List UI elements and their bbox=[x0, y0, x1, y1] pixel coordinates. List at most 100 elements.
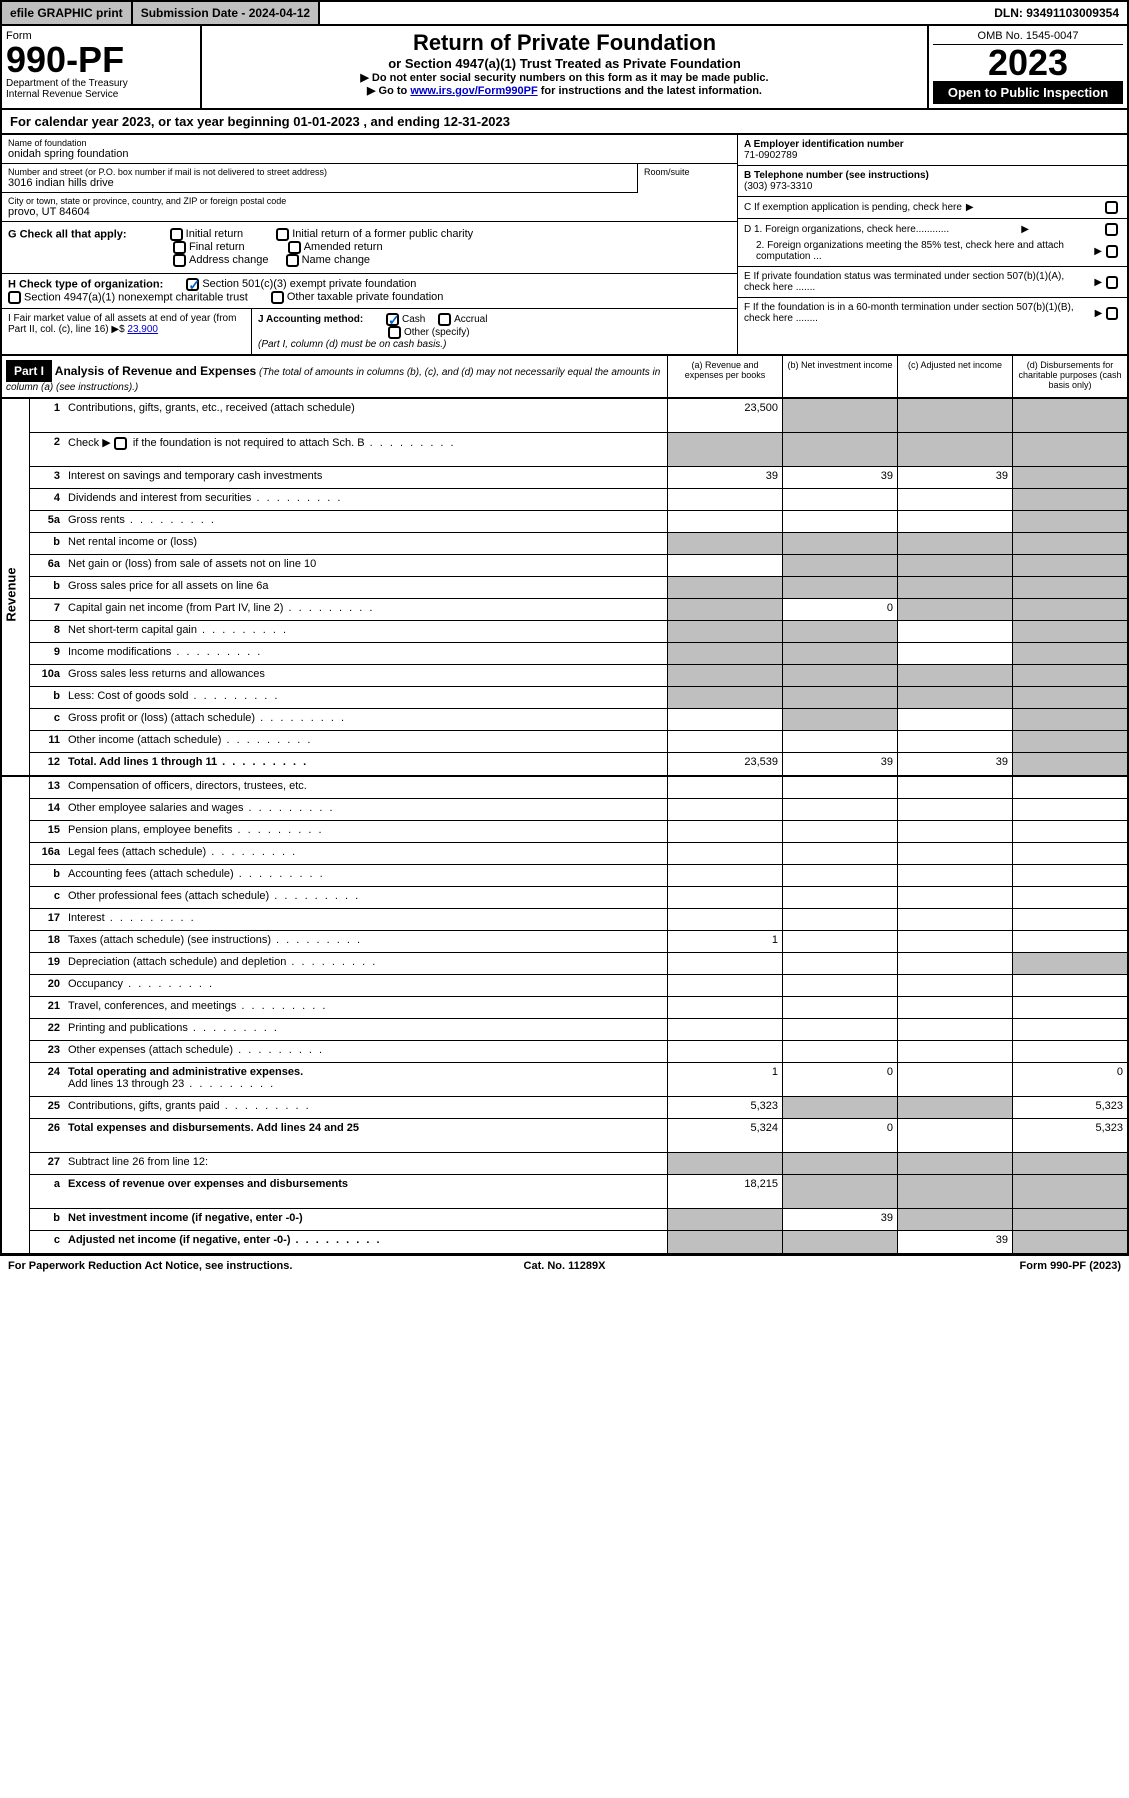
revenue-side-label: Revenue bbox=[2, 399, 30, 775]
part1-badge: Part I bbox=[6, 360, 52, 382]
row-10a: 10aGross sales less returns and allowanc… bbox=[30, 665, 1127, 687]
form-number: 990-PF bbox=[6, 42, 196, 78]
row-5a: 5aGross rents bbox=[30, 511, 1127, 533]
col-b-head: (b) Net investment income bbox=[782, 356, 897, 397]
note-link: ▶ Go to www.irs.gov/Form990PF for instru… bbox=[206, 84, 923, 97]
check-f[interactable] bbox=[1106, 307, 1118, 320]
page-footer: For Paperwork Reduction Act Notice, see … bbox=[0, 1255, 1129, 1276]
row-16c: cOther professional fees (attach schedul… bbox=[30, 887, 1127, 909]
check-amended[interactable] bbox=[288, 241, 301, 254]
foundation-name-cell: Name of foundation onidah spring foundat… bbox=[2, 135, 737, 164]
row-12: 12Total. Add lines 1 through 1123,539393… bbox=[30, 753, 1127, 775]
form-subtitle: or Section 4947(a)(1) Trust Treated as P… bbox=[206, 56, 923, 71]
check-cash[interactable] bbox=[386, 313, 399, 326]
row-22: 22Printing and publications bbox=[30, 1019, 1127, 1041]
e-cell: E If private foundation status was termi… bbox=[738, 267, 1127, 298]
row-23: 23Other expenses (attach schedule) bbox=[30, 1041, 1127, 1063]
fmv-link[interactable]: 23,900 bbox=[127, 324, 158, 335]
h-row: H Check type of organization: Section 50… bbox=[2, 274, 737, 309]
check-d2[interactable] bbox=[1106, 245, 1118, 258]
row-8: 8Net short-term capital gain bbox=[30, 621, 1127, 643]
footer-left: For Paperwork Reduction Act Notice, see … bbox=[8, 1260, 292, 1272]
phone-cell: B Telephone number (see instructions)(30… bbox=[738, 166, 1127, 197]
expenses-side-label: Operating and Administrative Expenses bbox=[2, 777, 30, 1253]
row-16b: bAccounting fees (attach schedule) bbox=[30, 865, 1127, 887]
calendar-year: For calendar year 2023, or tax year begi… bbox=[0, 110, 1129, 135]
row-6a: 6aNet gain or (loss) from sale of assets… bbox=[30, 555, 1127, 577]
info-right: A Employer identification number71-09027… bbox=[737, 135, 1127, 354]
header-center: Return of Private Foundation or Section … bbox=[202, 26, 927, 108]
row-3: 3Interest on savings and temporary cash … bbox=[30, 467, 1127, 489]
check-other-method[interactable] bbox=[388, 326, 401, 339]
check-other-tax[interactable] bbox=[271, 291, 284, 304]
dept-treasury: Department of the Treasury bbox=[6, 78, 196, 89]
row-16a: 16aLegal fees (attach schedule) bbox=[30, 843, 1127, 865]
form-header: Form 990-PF Department of the Treasury I… bbox=[0, 26, 1129, 110]
c-cell: C If exemption application is pending, c… bbox=[738, 197, 1127, 219]
i-cell: I Fair market value of all assets at end… bbox=[2, 309, 252, 354]
check-initial[interactable] bbox=[170, 228, 183, 241]
check-address[interactable] bbox=[173, 254, 186, 267]
footer-right: Form 990-PF (2023) bbox=[1020, 1260, 1121, 1272]
irs-link[interactable]: www.irs.gov/Form990PF bbox=[410, 85, 537, 97]
col-d-head: (d) Disbursements for charitable purpose… bbox=[1012, 356, 1127, 397]
d-cell: D 1. Foreign organizations, check here..… bbox=[738, 219, 1127, 267]
ij-row: I Fair market value of all assets at end… bbox=[2, 309, 737, 354]
check-d1[interactable] bbox=[1105, 223, 1118, 236]
row-10c: cGross profit or (loss) (attach schedule… bbox=[30, 709, 1127, 731]
row-15: 15Pension plans, employee benefits bbox=[30, 821, 1127, 843]
g-checks: G Check all that apply: Initial return I… bbox=[2, 222, 737, 274]
row-13: 13Compensation of officers, directors, t… bbox=[30, 777, 1127, 799]
check-initial-former[interactable] bbox=[276, 228, 289, 241]
part1-desc: Part I Analysis of Revenue and Expenses … bbox=[2, 356, 667, 397]
dept-irs: Internal Revenue Service bbox=[6, 89, 196, 100]
check-name[interactable] bbox=[286, 254, 299, 267]
row-14: 14Other employee salaries and wages bbox=[30, 799, 1127, 821]
check-c[interactable] bbox=[1105, 201, 1118, 214]
row-27c: cAdjusted net income (if negative, enter… bbox=[30, 1231, 1127, 1253]
row-19: 19Depreciation (attach schedule) and dep… bbox=[30, 953, 1127, 975]
note-ssn: ▶ Do not enter social security numbers o… bbox=[206, 71, 923, 84]
row-10b: bLess: Cost of goods sold bbox=[30, 687, 1127, 709]
city-cell: City or town, state or province, country… bbox=[2, 193, 737, 222]
expenses-table: Operating and Administrative Expenses 13… bbox=[0, 777, 1129, 1255]
check-e[interactable] bbox=[1106, 276, 1118, 289]
row-2: 2Check ▶ if the foundation is not requir… bbox=[30, 433, 1127, 467]
row-27a: aExcess of revenue over expenses and dis… bbox=[30, 1175, 1127, 1209]
inspection-badge: Open to Public Inspection bbox=[933, 81, 1123, 104]
row-5b: bNet rental income or (loss) bbox=[30, 533, 1127, 555]
tax-year: 2023 bbox=[933, 45, 1123, 81]
part1-header-row: Part I Analysis of Revenue and Expenses … bbox=[0, 356, 1129, 399]
address-cell: Number and street (or P.O. box number if… bbox=[2, 164, 637, 193]
header-left: Form 990-PF Department of the Treasury I… bbox=[2, 26, 202, 108]
revenue-table: Revenue 1Contributions, gifts, grants, e… bbox=[0, 399, 1129, 777]
row-26: 26Total expenses and disbursements. Add … bbox=[30, 1119, 1127, 1153]
row-9: 9Income modifications bbox=[30, 643, 1127, 665]
row-24: 24Total operating and administrative exp… bbox=[30, 1063, 1127, 1097]
footer-center: Cat. No. 11289X bbox=[524, 1260, 606, 1272]
ein-cell: A Employer identification number71-09027… bbox=[738, 135, 1127, 166]
col-c-head: (c) Adjusted net income bbox=[897, 356, 1012, 397]
f-cell: F If the foundation is in a 60-month ter… bbox=[738, 298, 1127, 328]
check-final[interactable] bbox=[173, 241, 186, 254]
dln-label: DLN: 93491103009354 bbox=[986, 2, 1127, 24]
row-17: 17Interest bbox=[30, 909, 1127, 931]
check-501c3[interactable] bbox=[186, 278, 199, 291]
info-section: Name of foundation onidah spring foundat… bbox=[0, 135, 1129, 356]
row-21: 21Travel, conferences, and meetings bbox=[30, 997, 1127, 1019]
col-a-head: (a) Revenue and expenses per books bbox=[667, 356, 782, 397]
row-11: 11Other income (attach schedule) bbox=[30, 731, 1127, 753]
efile-button[interactable]: efile GRAPHIC print bbox=[2, 2, 133, 24]
check-4947[interactable] bbox=[8, 291, 21, 304]
row-7: 7Capital gain net income (from Part IV, … bbox=[30, 599, 1127, 621]
check-accrual[interactable] bbox=[438, 313, 451, 326]
info-left: Name of foundation onidah spring foundat… bbox=[2, 135, 737, 354]
topbar: efile GRAPHIC print Submission Date - 20… bbox=[0, 0, 1129, 26]
row-6b: bGross sales price for all assets on lin… bbox=[30, 577, 1127, 599]
submission-button[interactable]: Submission Date - 2024-04-12 bbox=[133, 2, 320, 24]
row-27b: bNet investment income (if negative, ent… bbox=[30, 1209, 1127, 1231]
check-schb[interactable] bbox=[114, 437, 127, 450]
row-27: 27Subtract line 26 from line 12: bbox=[30, 1153, 1127, 1175]
row-18: 18Taxes (attach schedule) (see instructi… bbox=[30, 931, 1127, 953]
j-cell: J Accounting method: Cash Accrual Other … bbox=[252, 309, 737, 354]
